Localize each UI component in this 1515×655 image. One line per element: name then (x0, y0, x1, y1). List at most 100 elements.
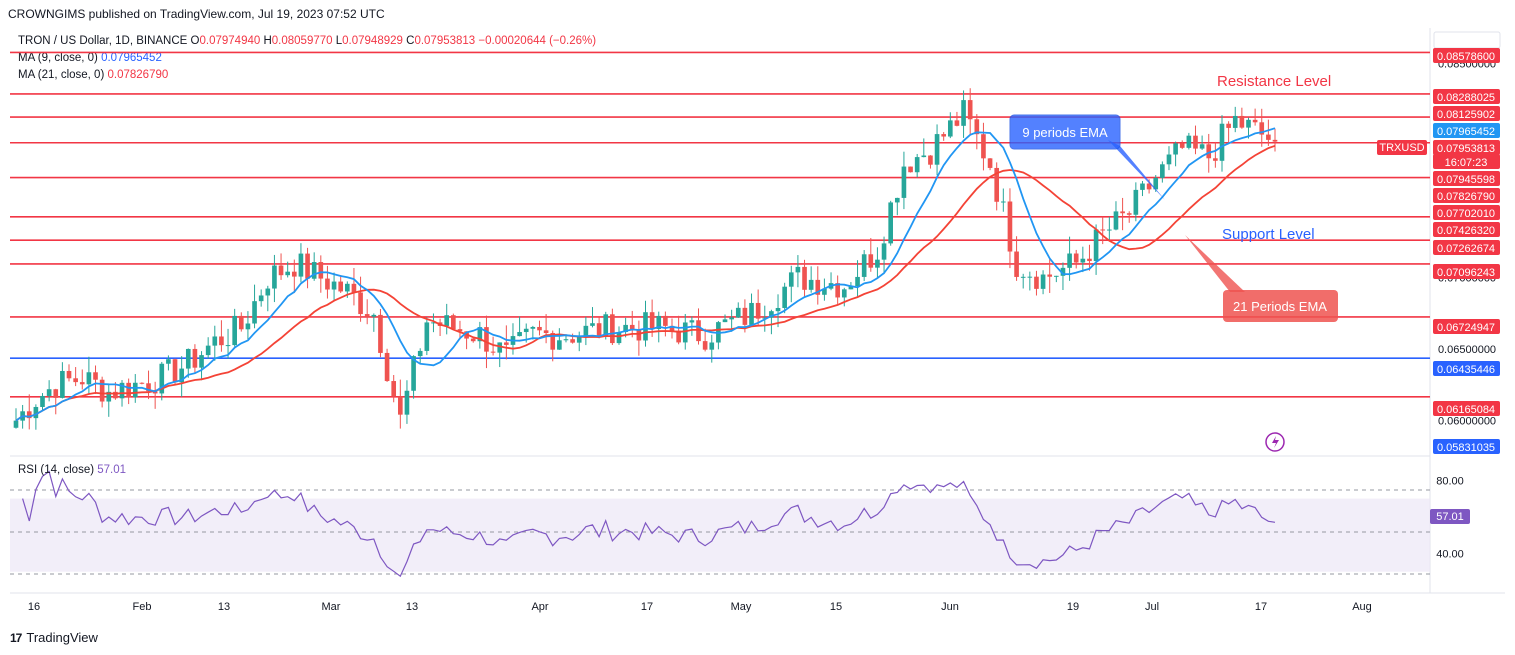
low-label: L (335, 35, 343, 47)
candle-body (232, 315, 237, 346)
ema21-callout[interactable] (1223, 290, 1338, 322)
candle-body (682, 322, 688, 343)
candle-body (139, 382, 145, 384)
change-value: −0.00020644 (−0.26%) (478, 35, 597, 47)
ma21-label: MA (21, close, 0) (18, 69, 105, 81)
candle-body (769, 311, 774, 318)
candle-body (1087, 258, 1092, 262)
rsi-line (22, 470, 1276, 578)
candle-body (947, 120, 953, 137)
candle-body (788, 272, 794, 287)
candle-body (245, 323, 251, 330)
candle-body (610, 314, 615, 344)
support-label: Support Level (1222, 226, 1315, 243)
candle-body (13, 420, 19, 428)
candle-body (86, 372, 92, 385)
price-tag-text: 0.07953813 (1437, 143, 1495, 155)
rsi-legend[interactable]: RSI (14, close) 57.01 (18, 464, 126, 476)
candle-body (371, 314, 377, 317)
tradingview-brand: TradingView (26, 630, 98, 645)
price-tag (1433, 240, 1500, 255)
candle-body (1067, 253, 1072, 268)
candle-body (967, 100, 973, 120)
open-label: O (190, 35, 200, 47)
price-tag (1433, 140, 1500, 155)
price-tag (1433, 205, 1500, 220)
candle-body (79, 382, 85, 385)
candle-body (1146, 183, 1152, 190)
candle-body (424, 322, 430, 351)
candle-body (1054, 275, 1059, 277)
candle-body (1206, 144, 1212, 159)
ma9-legend[interactable]: MA (9, close, 0) 0.07965452 (18, 52, 162, 64)
ma21-legend[interactable]: MA (21, close, 0) 0.07826790 (18, 69, 168, 81)
candlesticks (13, 88, 1278, 430)
candle-body (119, 382, 125, 399)
candle-body (344, 283, 350, 292)
candle-body (179, 368, 184, 383)
candle-body (99, 379, 105, 402)
symbol-title[interactable]: TRON / US Dollar, 1D, BINANCE (18, 35, 188, 47)
candle-body (212, 336, 218, 346)
alert-icon[interactable] (1265, 432, 1285, 452)
ma9-value: 0.07965452 (101, 52, 162, 64)
candle-body (126, 382, 131, 398)
resistance-label: Resistance Level (1217, 73, 1331, 90)
candle-body (576, 336, 582, 343)
price-axis-tags: 0.08578600 0.08288025 0.08125902 0.07965452… (1433, 48, 1500, 454)
axis-settings-button[interactable] (1433, 31, 1501, 49)
candle-body (26, 411, 32, 419)
candle-body (669, 325, 675, 331)
candle-body (742, 307, 748, 325)
candle-body (1186, 135, 1192, 148)
candle-body (411, 356, 416, 391)
candle-body (417, 350, 423, 357)
candle-body (1213, 158, 1218, 161)
price-tag-text: 0.08125902 (1437, 109, 1495, 121)
price-tag-text: 0.07096243 (1437, 267, 1495, 279)
candle-body (1160, 164, 1165, 178)
candle-body (285, 271, 290, 276)
price-tag-text: 0.08288025 (1437, 92, 1495, 104)
rsi-value-tag (1430, 509, 1470, 524)
candle-body (258, 295, 264, 302)
candle-body (219, 336, 224, 346)
candle-body (1060, 267, 1066, 276)
candle-body (795, 266, 801, 273)
close-value: 0.07953813 (414, 35, 476, 47)
candle-body (1107, 229, 1112, 231)
candle-body (987, 158, 993, 168)
ema9-callout[interactable] (1009, 114, 1121, 150)
candle-body (278, 265, 284, 276)
candle-body (1034, 276, 1039, 289)
candle-body (132, 382, 138, 398)
candle-body (1179, 143, 1185, 148)
candle-body (961, 100, 966, 126)
price-tag (1433, 361, 1500, 376)
price-tag-text: 0.07262674 (1437, 243, 1495, 255)
candle-body (782, 286, 787, 308)
candle-body (702, 341, 708, 350)
rsi-label-text: RSI (14, close) (18, 464, 95, 476)
time-axis-label: 17 (641, 601, 653, 613)
publisher-header: CROWNGIMS published on TradingView.com, … (8, 7, 385, 21)
price-tag (1433, 106, 1500, 121)
time-axis-label: Aug (1352, 601, 1372, 613)
candle-body (722, 319, 728, 323)
price-tick-label: 0.06500000 (1438, 344, 1496, 356)
candle-body (351, 283, 357, 293)
candle-body (1047, 274, 1053, 277)
low-value: 0.07948929 (342, 35, 403, 47)
candle-body (941, 134, 947, 137)
time-axis-label: May (731, 601, 752, 613)
candle-body (477, 327, 483, 342)
candle-body (557, 340, 562, 350)
candle-body (822, 288, 827, 295)
candle-body (252, 301, 257, 324)
tradingview-footer[interactable]: 17 TradingView (10, 630, 98, 645)
rsi-value-tag-text: 57.01 (1436, 511, 1464, 523)
candle-body (1093, 229, 1099, 262)
rsi-tick-label: 40.00 (1436, 548, 1464, 560)
candle-body (338, 281, 344, 292)
